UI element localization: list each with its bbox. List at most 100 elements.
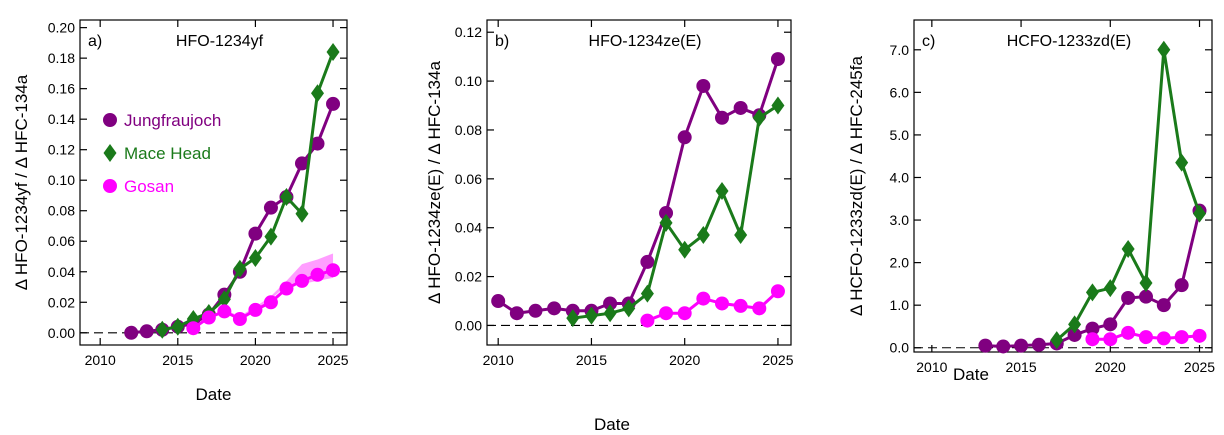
panel-0-series-2-point [186,321,201,336]
figure-bottom-label: Date [594,415,630,434]
panel-1-series-2-point [770,284,785,299]
panel-1-series-2-point [714,296,729,311]
panel-2-series-1-point [1157,40,1171,59]
panel-1-series-2 [640,284,785,328]
panel-0-series-0-point [326,96,341,111]
panel-1-series-0-point [603,296,618,311]
panel-2-series-0-point [1174,278,1189,293]
panel-2-series-0-point [1138,289,1153,304]
panel-1-series-0-point [677,130,692,145]
panel-0-xlabel: Date [196,385,232,404]
panel-1-series-0-point [491,294,506,309]
panel-1: 2010 2015 2020 2025 0.00 0.02 0.04 0.06 0.08 0.10… [425,19,794,368]
panel-1-ytick-label: 0.04 [455,220,482,236]
panel-1-series-0-point [733,100,748,115]
panel-2-ytick-label: 2.0 [890,255,910,271]
panel-1-series-1-point [752,108,766,127]
panel-2-ytick-label: 0.0 [890,340,910,356]
panel-0-ylabel: Δ HFO-1234yf / Δ HFC-134a [12,74,31,290]
panel-1-ytick-label: 0.00 [455,317,482,333]
legend-marker-0 [103,113,117,127]
panel-0-series-1 [155,43,340,339]
panel-2-series-0-point [978,338,993,353]
panel-0-series-1-point [155,320,169,339]
panel-1-xtick-label: 2020 [669,352,700,368]
panel-2-series-0-point [1085,321,1100,336]
panel-1-series-1-point [734,226,748,245]
panel-1-series-2-point [733,298,748,313]
panel-2-series-1-point [1175,153,1189,172]
panel-1-xtick-label: 2025 [762,352,793,368]
panel-2-series-2-point [1121,325,1136,340]
legend-marker-2 [103,179,117,193]
panel-2-series-0 [978,203,1207,354]
panel-1-label: b) [495,33,509,50]
panel-2-series-1-point [1193,204,1207,223]
panel-0-series-1-point [233,259,247,278]
panel-0-series-0-point [310,136,325,151]
panel-2-xtick-label: 2025 [1184,359,1215,375]
panel-2-xtick-label: 2020 [1095,359,1126,375]
panel-2-ytick-label: 3.0 [890,212,910,228]
panel-0-ytick-label: 0.08 [48,203,75,219]
panel-0-xtick-label: 2015 [162,352,193,368]
panel-1-ylabel: Δ HFO-1234ze(E) / Δ HFC-134a [425,61,444,304]
panel-0-series-2-point [326,263,341,278]
panel-2-ytick-label: 5.0 [890,127,910,143]
panel-2-series-0-point [1067,327,1082,342]
panel-1-ytick-label: 0.06 [455,171,482,187]
panel-2-series-1 [1050,40,1207,350]
panel-1-series-1-point [678,240,692,259]
panel-1-ytick-label: 0.12 [455,24,482,40]
panel-2-title: HCFO-1233zd(E) [1007,33,1131,50]
panel-1-title: HFO-1234ze(E) [589,33,702,50]
panel-1-series-1-point [696,226,710,245]
panel-1-ytick-label: 0.08 [455,122,482,138]
panel-0-ytick-label: 0.00 [48,325,75,341]
panel-2-series-0-point [996,339,1011,354]
panel-0-ytick-label: 0.12 [48,142,75,158]
panel-0-ytick-label: 0.14 [48,111,75,127]
panel-0-series-1-point [248,249,262,268]
panel-2-frame [913,19,1213,353]
panel-2-series-2-point [1174,330,1189,345]
panel-2-xtick-label: 2015 [1005,359,1036,375]
legend-marker-1 [103,144,117,162]
panel-0-series-2-band [193,253,334,329]
panel-1-series-0-point [509,306,524,321]
panel-1-series-1-point [566,309,580,328]
panel-1-series-1-point [715,182,729,201]
panel-0-series-1-point [326,43,340,62]
panel-0-xtick-label: 2010 [85,352,116,368]
panel-2-series-1-point [1139,274,1153,293]
panel-1-frame [486,19,792,346]
panel-2-ytick-label: 6.0 [890,84,910,100]
chart-panels: 2010 2015 2020 2025 0.00 0.02 0.04 0.06 0.08 0.10… [12,19,1215,404]
panel-2-series-2-point [1156,331,1171,346]
panel-2-xtick-label: 2010 [916,359,947,375]
panel-0-series-2-point [248,302,263,317]
panel-0-ytick-label: 0.10 [48,172,75,188]
panel-2-xlabel: Date [953,365,989,384]
panel-1-series-1-line [572,104,779,320]
panel-1-series-1-point [603,304,617,323]
panel-2-series-0-point [1103,317,1118,332]
panel-1-series-0-point [714,110,729,125]
panel-1-ytick-label: 0.02 [455,269,482,285]
panel-2-series-2-point [1103,332,1118,347]
panel-0-series-2-point [232,312,247,327]
panel-1-series-0-point [640,254,655,269]
panel-0-ytick-label: 0.16 [48,81,75,97]
panel-2-ytick-label: 1.0 [890,297,910,313]
legend-label-0: Jungfraujoch [124,111,221,130]
panel-0-series-0-point [248,226,263,241]
panel-0: 2010 2015 2020 2025 0.00 0.02 0.04 0.06 0.08 0.10… [12,19,349,404]
panel-1-series-0-point [770,52,785,67]
legend-label-1: Mace Head [124,144,211,163]
panel-1-series-1 [566,96,785,328]
panel-0-series-0 [124,96,341,340]
panel-2-series-2-point [1085,332,1100,347]
panel-2: 2010 2015 2020 2025 0.0 1.0 2.0 3.0 4.0 5.0 6.0 7.0… [847,19,1215,384]
legend-label-2: Gosan [124,177,174,196]
